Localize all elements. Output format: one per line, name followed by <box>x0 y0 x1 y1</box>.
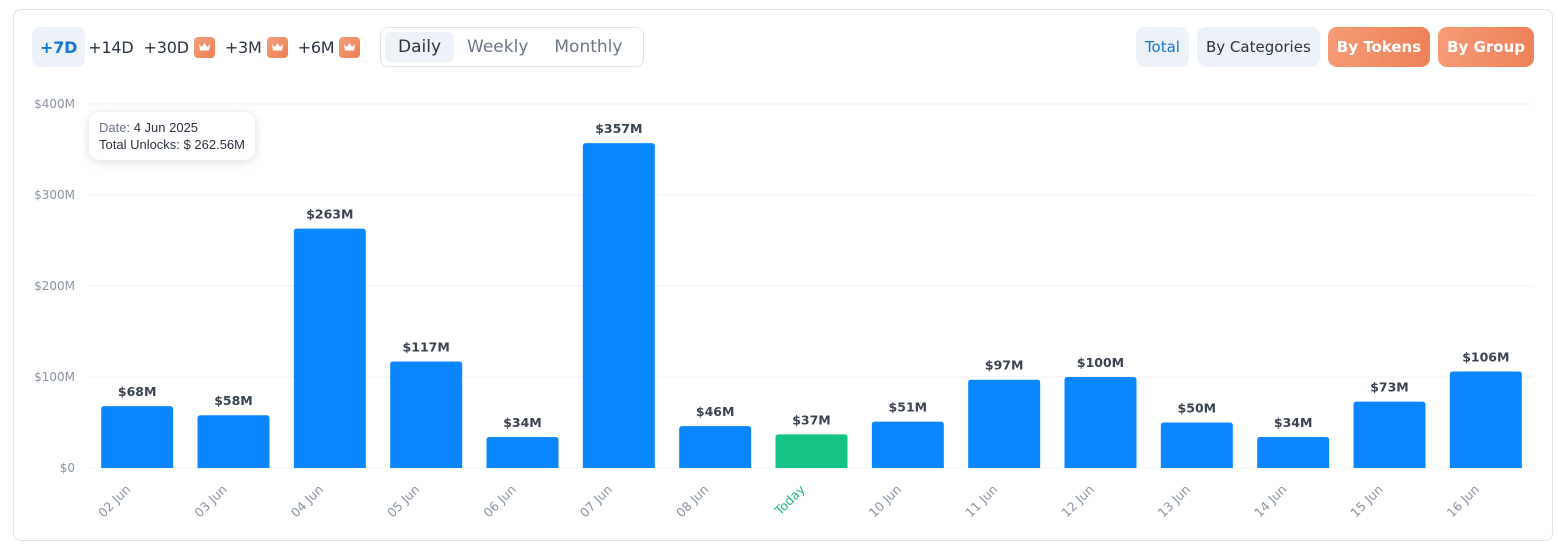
bar[interactable] <box>293 228 366 468</box>
tooltip-total-key: Total Unlocks: <box>99 137 180 152</box>
view-by-group-button[interactable]: By Group <box>1438 27 1534 67</box>
bar-value-label: $100M <box>1077 355 1124 370</box>
x-tick-label: 16 Jun <box>1444 482 1482 520</box>
bar-value-label: $37M <box>792 412 831 427</box>
range-label: +30D <box>143 37 189 57</box>
range-6m-button[interactable]: +6M <box>291 27 368 67</box>
bar[interactable] <box>1449 371 1522 468</box>
x-tick-label: 05 Jun <box>384 482 422 520</box>
crown-icon <box>266 36 288 58</box>
bar[interactable] <box>1257 437 1330 468</box>
x-tick-label: 07 Jun <box>577 482 615 520</box>
x-tick-label: 04 Jun <box>288 482 326 520</box>
x-axis: 02 Jun 03 Jun 04 Jun 05 Jun 06 Jun 07 Jun 08 J… <box>95 481 1482 520</box>
y-tick-label: $0 <box>60 461 75 475</box>
range-label: +6M <box>297 37 335 57</box>
bar-value-label: $117M <box>403 340 450 355</box>
bar-value-labels: $68M $58M $263M $117M $34M $357M $46M $37M $51M $… <box>118 121 1510 430</box>
bar-value-label: $106M <box>1462 350 1509 365</box>
range-30d-button[interactable]: +30D <box>137 27 222 67</box>
x-tick-label: 06 Jun <box>480 482 518 520</box>
range-3m-button[interactable]: +3M <box>218 27 295 67</box>
chart-tooltip: Date: 4 Jun 2025 Total Unlocks: $ 262.56… <box>89 112 255 160</box>
range-label: +14D <box>88 37 134 57</box>
crown-icon <box>193 36 215 58</box>
crown-icon <box>339 36 361 58</box>
tooltip-total-value: $ 262.56M <box>183 137 245 152</box>
y-tick-label: $400M <box>34 97 75 111</box>
bar-value-label: $73M <box>1370 380 1409 395</box>
bar-value-label: $97M <box>985 358 1024 373</box>
bar[interactable] <box>582 143 655 468</box>
tooltip-date-row: Date: 4 Jun 2025 <box>99 119 245 136</box>
tooltip-date-value: 4 Jun 2025 <box>133 120 199 135</box>
x-tick-label: 10 Jun <box>866 482 904 520</box>
interval-daily-tab[interactable]: Daily <box>385 32 455 62</box>
bar-today[interactable] <box>775 434 848 468</box>
interval-weekly-tab[interactable]: Weekly <box>467 37 529 57</box>
time-range-selector: +7D +14D +30D +3M +6M <box>32 27 367 67</box>
x-tick-label: 08 Jun <box>673 482 711 520</box>
view-mode-selector: Total By Categories By Tokens By Group <box>1135 27 1534 67</box>
bar-value-label: $50M <box>1178 401 1217 416</box>
range-label: +7D <box>40 37 78 57</box>
x-tick-label-today: Today <box>771 481 808 518</box>
range-7d-button[interactable]: +7D <box>32 27 86 67</box>
bar-value-label: $357M <box>595 121 642 136</box>
range-14d-button[interactable]: +14D <box>81 27 140 67</box>
bar[interactable] <box>197 415 270 468</box>
bar[interactable] <box>101 406 174 468</box>
y-tick-label: $300M <box>34 188 75 202</box>
bar-value-label: $263M <box>306 207 353 222</box>
interval-monthly-tab[interactable]: Monthly <box>554 37 623 57</box>
range-label: +3M <box>224 37 262 57</box>
x-tick-label: 12 Jun <box>1058 482 1096 520</box>
x-tick-label: 13 Jun <box>1155 482 1193 520</box>
bar-value-label: $46M <box>696 404 735 419</box>
bar[interactable] <box>679 426 752 468</box>
tooltip-total-row: Total Unlocks: $ 262.56M <box>99 136 245 153</box>
view-by-tokens-button[interactable]: By Tokens <box>1327 27 1431 67</box>
bar-value-label: $34M <box>1274 415 1313 430</box>
y-tick-label: $100M <box>34 370 75 384</box>
x-tick-label: 03 Jun <box>191 482 229 520</box>
bar[interactable] <box>1353 401 1426 468</box>
y-axis: $0 $100M $200M $300M $400M <box>34 97 75 475</box>
bar[interactable] <box>486 437 559 468</box>
x-tick-label: 15 Jun <box>1347 482 1385 520</box>
bar[interactable] <box>871 421 944 468</box>
interval-selector: Daily Weekly Monthly <box>380 27 644 67</box>
y-tick-label: $200M <box>34 279 75 293</box>
bar[interactable] <box>1064 377 1137 468</box>
view-total-button[interactable]: Total <box>1135 27 1189 67</box>
bar[interactable] <box>390 361 463 468</box>
bar-value-label: $34M <box>503 415 542 430</box>
bar-value-label: $58M <box>214 393 253 408</box>
bar[interactable] <box>1160 422 1233 469</box>
x-tick-label: 02 Jun <box>95 482 133 520</box>
view-by-categories-button[interactable]: By Categories <box>1196 27 1320 67</box>
bar[interactable] <box>968 379 1041 468</box>
bar-value-label: $68M <box>118 384 157 399</box>
bar-value-label: $51M <box>889 400 928 415</box>
bars <box>101 143 1522 468</box>
x-tick-label: 14 Jun <box>1251 482 1289 520</box>
tooltip-date-key: Date: <box>99 120 131 135</box>
x-tick-label: 11 Jun <box>962 482 1000 520</box>
